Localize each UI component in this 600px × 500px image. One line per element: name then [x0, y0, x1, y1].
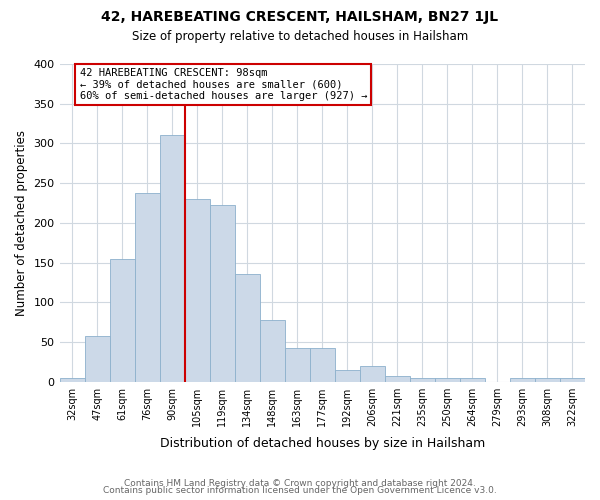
Text: Contains public sector information licensed under the Open Government Licence v3: Contains public sector information licen…	[103, 486, 497, 495]
Text: 42 HAREBEATING CRESCENT: 98sqm
← 39% of detached houses are smaller (600)
60% of: 42 HAREBEATING CRESCENT: 98sqm ← 39% of …	[80, 68, 367, 101]
Bar	[235, 274, 260, 382]
Bar	[510, 378, 535, 382]
Bar	[410, 378, 435, 382]
Bar	[285, 348, 310, 382]
Bar	[460, 378, 485, 382]
Bar	[185, 199, 209, 382]
Bar	[360, 366, 385, 382]
Bar	[385, 376, 410, 382]
Bar	[110, 258, 134, 382]
Y-axis label: Number of detached properties: Number of detached properties	[15, 130, 28, 316]
Bar	[535, 378, 560, 382]
Text: Contains HM Land Registry data © Crown copyright and database right 2024.: Contains HM Land Registry data © Crown c…	[124, 478, 476, 488]
Bar	[134, 194, 160, 382]
Bar	[160, 136, 185, 382]
Bar	[260, 320, 285, 382]
X-axis label: Distribution of detached houses by size in Hailsham: Distribution of detached houses by size …	[160, 437, 485, 450]
Bar	[560, 378, 585, 382]
Text: Size of property relative to detached houses in Hailsham: Size of property relative to detached ho…	[132, 30, 468, 43]
Bar	[335, 370, 360, 382]
Bar	[310, 348, 335, 382]
Text: 42, HAREBEATING CRESCENT, HAILSHAM, BN27 1JL: 42, HAREBEATING CRESCENT, HAILSHAM, BN27…	[101, 10, 499, 24]
Bar	[85, 336, 110, 382]
Bar	[209, 206, 235, 382]
Bar	[435, 378, 460, 382]
Bar	[59, 378, 85, 382]
